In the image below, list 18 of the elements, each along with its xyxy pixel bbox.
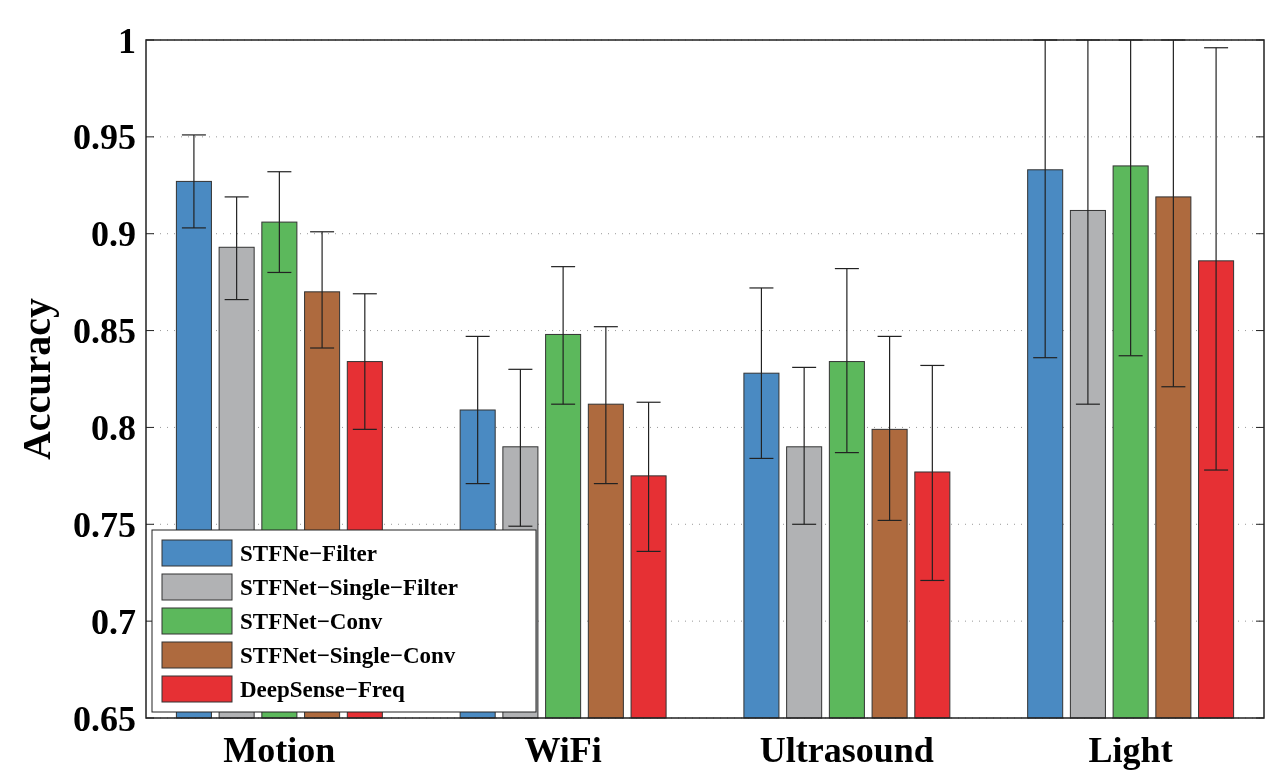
y-tick-label: 0.7 [91, 601, 136, 642]
y-axis-title: Accuracy [14, 297, 59, 461]
legend-label: STFNet−Single−Conv [240, 643, 456, 669]
legend-label: DeepSense−Freq [240, 677, 405, 703]
x-tick-label: Motion [223, 730, 336, 770]
x-tick-label: Light [1088, 730, 1173, 770]
legend-label: STFNe−Filter [240, 541, 378, 567]
y-tick-label: 0.9 [91, 214, 136, 255]
legend-label: STFNet−Single−Filter [240, 575, 458, 601]
x-tick-label: Ultrasound [759, 730, 934, 770]
y-tick-label: 0.65 [73, 698, 136, 739]
y-tick-label: 0.75 [73, 504, 136, 545]
legend-label: STFNet−Conv [240, 609, 383, 635]
y-tick-label: 0.85 [73, 311, 136, 352]
y-tick-label: 0.8 [91, 408, 136, 449]
y-tick-label: 0.95 [73, 117, 136, 158]
x-tick-label: WiFi [524, 730, 602, 770]
y-tick-label: 1 [118, 20, 136, 61]
